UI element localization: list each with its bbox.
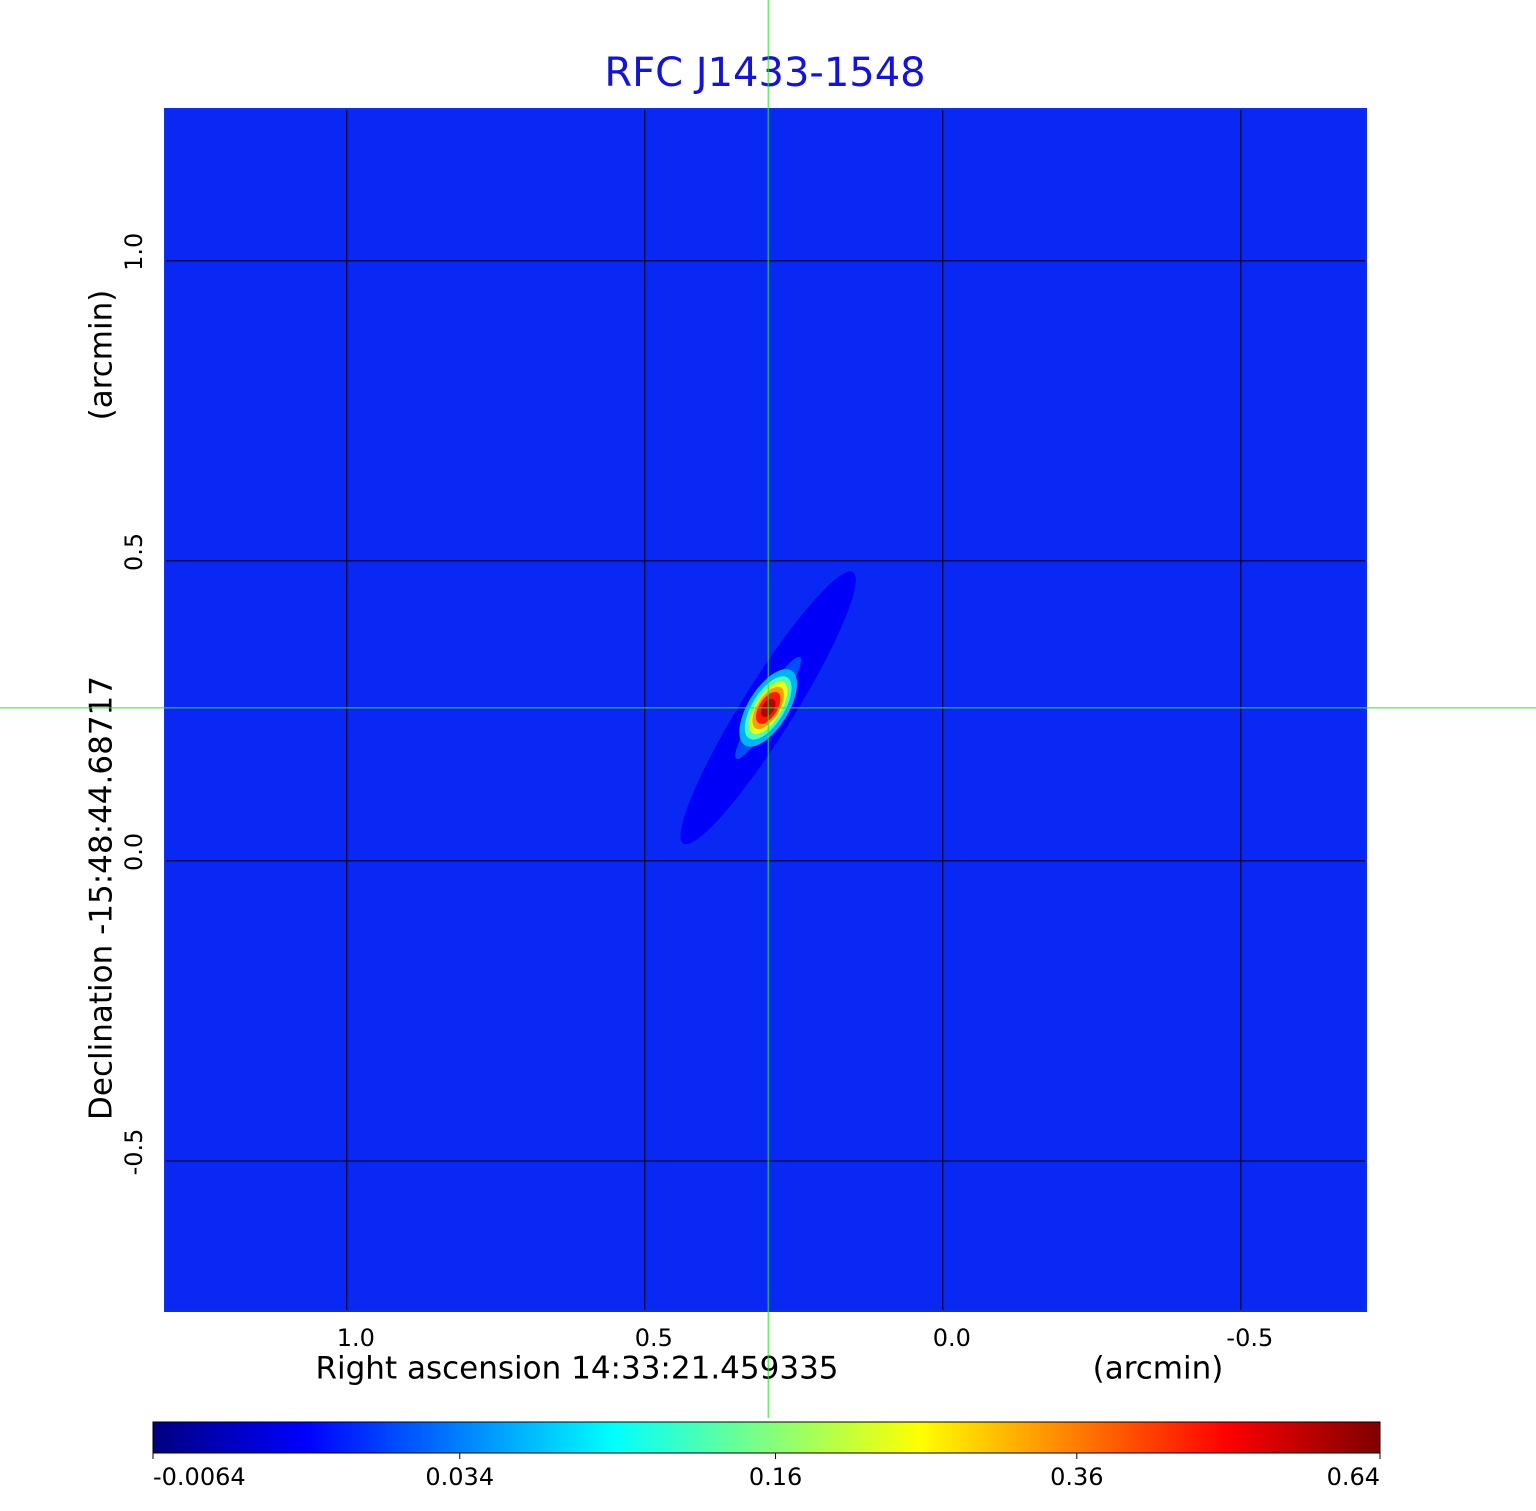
y-tick-label: 0.5	[120, 533, 148, 571]
y-axis-unit: (arcmin)	[84, 290, 120, 421]
y-tick-label: 1.0	[120, 233, 148, 271]
colorbar-tick-label: 0.36	[1050, 1463, 1103, 1491]
plot-frame	[164, 108, 1367, 1312]
colorbar-tick-label: 0.64	[1327, 1463, 1380, 1491]
y-axis-label: Declination -15:48:44.68717	[84, 676, 120, 1120]
x-tick-label: 0.5	[635, 1324, 673, 1352]
y-tick-label: 0.0	[120, 833, 148, 871]
colorbar-tick-label: 0.034	[425, 1463, 494, 1491]
x-tick-label: 0.0	[933, 1324, 971, 1352]
colorbar-tick-label: -0.0064	[153, 1463, 246, 1491]
axes: 1.0 0.5 0.0 -0.5 1.0 0.5 0.0 -0.5	[120, 108, 1367, 1352]
chart-title: RFC J1433-1548	[604, 50, 925, 96]
x-axis-unit: (arcmin)	[1093, 1351, 1224, 1387]
x-tick-label: -0.5	[1226, 1324, 1273, 1352]
colorbar	[152, 1421, 1381, 1454]
x-tick-label: 1.0	[337, 1324, 375, 1352]
y-tick-label: -0.5	[120, 1129, 148, 1176]
colorbar-tick-label: 0.16	[749, 1463, 802, 1491]
x-axis-label: Right ascension 14:33:21.459335	[315, 1351, 838, 1387]
